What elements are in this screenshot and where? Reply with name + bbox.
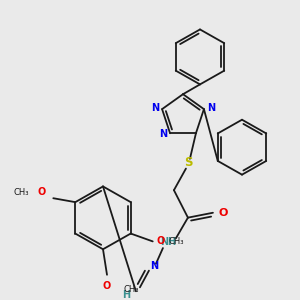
Text: CH₃: CH₃ — [123, 285, 139, 294]
Text: CH₃: CH₃ — [169, 237, 184, 246]
Text: O: O — [219, 208, 228, 218]
Text: NH: NH — [160, 237, 176, 247]
Text: O: O — [37, 187, 45, 197]
Text: S: S — [184, 156, 192, 169]
Text: N: N — [151, 103, 159, 113]
Text: O: O — [103, 280, 111, 291]
Text: N: N — [207, 103, 215, 113]
Text: CH₃: CH₃ — [14, 188, 29, 197]
Text: O: O — [157, 236, 165, 246]
Text: N: N — [150, 261, 158, 271]
Text: H: H — [122, 290, 130, 300]
Text: N: N — [159, 129, 167, 139]
